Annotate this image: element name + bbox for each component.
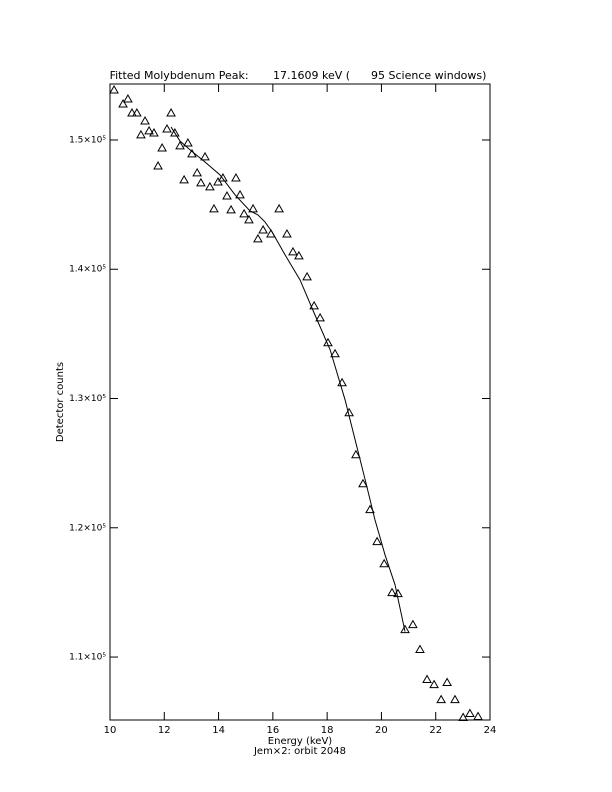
data-point <box>400 624 410 634</box>
data-point <box>205 181 215 191</box>
data-point <box>288 246 298 256</box>
y-tick-label: 1.2×10⁵ <box>69 523 106 533</box>
data-point <box>149 127 159 137</box>
data-point <box>235 189 245 199</box>
x-tick-label: 18 <box>321 725 334 736</box>
data-point <box>109 84 119 94</box>
subtitle: Jem×2: orbit 2048 <box>253 746 346 757</box>
x-tick-label: 12 <box>158 725 171 736</box>
data-point <box>183 137 193 147</box>
data-point <box>248 203 258 213</box>
x-tick-label: 14 <box>212 725 225 736</box>
data-point <box>309 300 319 310</box>
data-point <box>450 694 460 704</box>
data-point <box>415 644 425 654</box>
y-tick-label: 1.5×10⁵ <box>69 135 106 145</box>
data-point <box>222 190 232 200</box>
data-point <box>244 214 254 224</box>
data-point <box>429 679 439 689</box>
data-point <box>144 125 154 135</box>
data-point <box>436 694 447 704</box>
data-point <box>192 167 202 177</box>
data-point <box>294 250 304 260</box>
data-point <box>351 449 361 459</box>
data-point <box>209 203 219 213</box>
data-point <box>123 93 133 103</box>
data-point <box>200 151 210 161</box>
x-tick-label: 16 <box>266 725 279 736</box>
data-point <box>140 115 150 125</box>
data-point <box>218 172 228 182</box>
data-point <box>166 107 176 117</box>
x-tick-label: 24 <box>484 725 497 736</box>
data-point <box>302 271 312 281</box>
data-point <box>118 99 128 108</box>
fit-line <box>170 126 406 632</box>
data-point <box>153 160 163 170</box>
data-point <box>274 203 284 213</box>
data-point <box>127 107 137 117</box>
y-tick-label: 1.1×10⁵ <box>69 653 106 663</box>
x-tick-label: 20 <box>375 725 388 736</box>
data-point <box>372 536 382 546</box>
x-tick-label: 10 <box>104 725 117 736</box>
plot-frame <box>109 83 491 721</box>
data-point <box>132 107 142 117</box>
data-point <box>282 228 292 238</box>
data-point <box>379 558 390 568</box>
data-point <box>239 208 249 218</box>
data-point <box>170 127 180 137</box>
data-point <box>213 176 223 186</box>
data-point <box>231 172 241 182</box>
y-tick-label: 1.3×10⁵ <box>69 394 106 404</box>
y-tick-label: 1.4×10⁵ <box>69 265 106 275</box>
data-point <box>315 312 325 322</box>
data-point <box>179 174 189 184</box>
data-point <box>157 142 167 152</box>
data-point <box>258 224 268 234</box>
data-point <box>196 177 206 187</box>
data-point <box>442 677 452 687</box>
data-point <box>473 711 483 721</box>
data-point <box>465 708 475 718</box>
data-point <box>422 674 432 684</box>
data-point <box>330 348 340 358</box>
data-point <box>387 587 397 597</box>
data-point <box>136 129 146 139</box>
data-point <box>226 204 236 214</box>
y-axis-label: Detector counts <box>55 362 66 442</box>
data-point <box>358 478 368 488</box>
data-point <box>175 140 185 150</box>
data-point <box>408 619 418 629</box>
data-point <box>253 233 263 243</box>
data-point <box>162 123 172 133</box>
data-point <box>458 712 468 722</box>
x-axis-label: Energy (keV) <box>268 736 333 747</box>
chart-title: Fitted Molybdenum Peak: 17.1609 keV ( 95… <box>110 69 487 82</box>
x-tick-label: 22 <box>429 725 442 736</box>
